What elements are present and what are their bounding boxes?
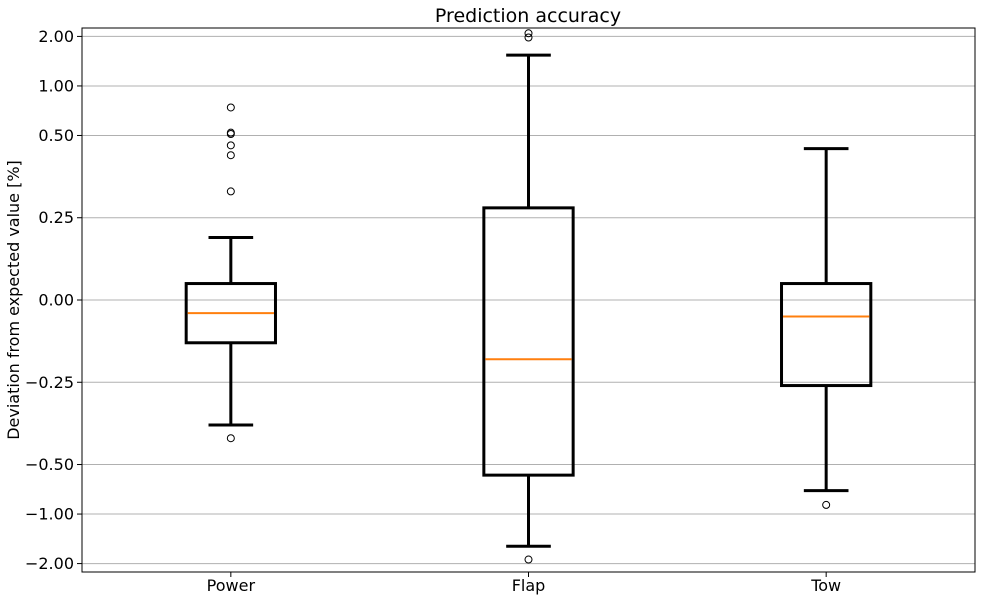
outlier-point xyxy=(524,555,533,564)
outlier-point xyxy=(822,500,831,509)
y-tick-label: 0.00 xyxy=(38,291,74,310)
box-series xyxy=(184,29,873,564)
x-axis-ticks: Power Flap Tow xyxy=(207,572,841,595)
x-tick-label: Tow xyxy=(810,576,841,595)
y-axis-ticks: −2.00 −1.00 −0.50 −0.25 0.00 0.25 0.50 1.00 2.00 xyxy=(25,27,82,573)
x-tick-label: Power xyxy=(207,576,256,595)
y-tick-label: 0.50 xyxy=(38,126,74,145)
y-tick-label: −0.50 xyxy=(25,455,74,474)
x-tick-label: Flap xyxy=(512,576,546,595)
box-power xyxy=(184,103,277,443)
outlier-point xyxy=(524,33,533,42)
y-tick-label: −0.25 xyxy=(25,373,74,392)
iqr-box xyxy=(184,282,277,345)
outlier-point xyxy=(226,434,235,443)
outlier-point xyxy=(226,187,235,196)
chart-title: Prediction accuracy xyxy=(435,5,621,27)
box-tow xyxy=(780,147,873,509)
outlier-point xyxy=(524,29,533,38)
y-tick-label: 0.25 xyxy=(38,208,74,227)
y-tick-label: −1.00 xyxy=(25,505,74,524)
outlier-point xyxy=(226,151,235,160)
outlier-point xyxy=(226,130,235,139)
outlier-point xyxy=(226,141,235,150)
box-flap xyxy=(482,29,575,564)
iqr-box xyxy=(780,282,873,388)
y-tick-label: 1.00 xyxy=(38,76,74,95)
iqr-box xyxy=(482,206,575,477)
y-tick-label: −2.00 xyxy=(25,554,74,573)
outlier-point xyxy=(226,103,235,112)
y-tick-label: 2.00 xyxy=(38,27,74,46)
y-axis-label: Deviation from expected value [%] xyxy=(4,160,23,440)
